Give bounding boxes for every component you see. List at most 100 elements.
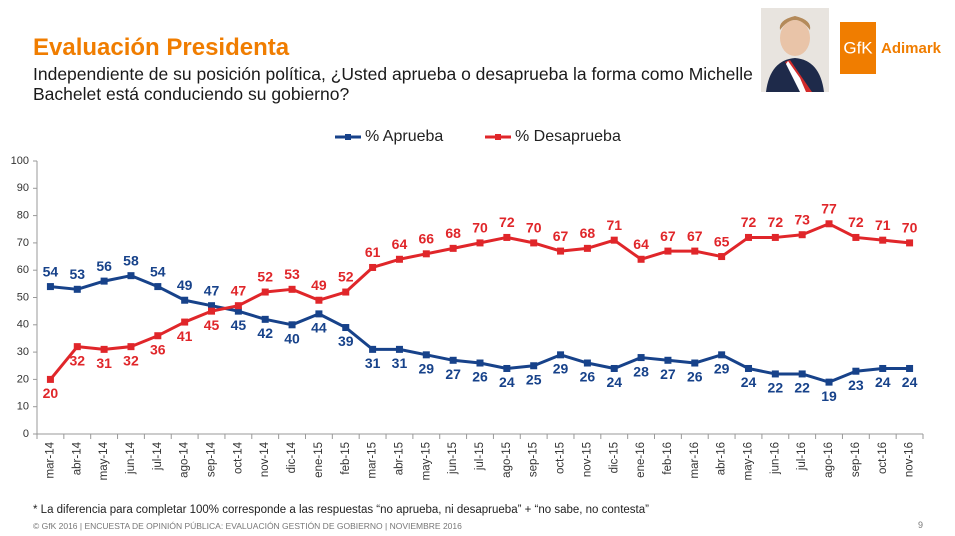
point-marker xyxy=(557,247,565,255)
data-label: 52 xyxy=(257,269,273,285)
point-marker xyxy=(825,378,833,386)
x-tick-label: dic-14 xyxy=(286,441,298,473)
data-label: 28 xyxy=(633,363,649,379)
chart-subtitle: Independiente de su posición política, ¿… xyxy=(33,64,753,104)
x-tick-label: mar-15 xyxy=(367,442,379,478)
data-label: 56 xyxy=(96,258,112,274)
y-tick-label: 90 xyxy=(17,182,29,194)
point-marker xyxy=(369,345,377,353)
logo-brand: GfK xyxy=(843,38,873,57)
point-marker xyxy=(422,351,430,359)
point-marker xyxy=(879,236,887,244)
data-label: 61 xyxy=(365,244,381,260)
point-marker xyxy=(798,370,806,378)
point-marker xyxy=(127,343,135,351)
point-marker xyxy=(208,302,216,310)
point-marker xyxy=(342,288,350,296)
data-label: 19 xyxy=(821,388,837,404)
point-marker xyxy=(691,247,699,255)
data-label: 49 xyxy=(311,277,327,293)
point-marker xyxy=(476,359,484,367)
point-marker xyxy=(181,318,189,326)
x-tick-label: feb-16 xyxy=(662,442,674,475)
y-tick-label: 60 xyxy=(17,264,29,276)
point-marker xyxy=(395,345,403,353)
point-marker xyxy=(879,364,887,372)
data-label: 26 xyxy=(687,369,703,385)
data-label: 42 xyxy=(257,325,273,341)
legend-marker xyxy=(495,134,501,140)
point-marker xyxy=(825,220,833,228)
point-marker xyxy=(46,283,54,291)
point-marker xyxy=(503,364,511,372)
data-label: 52 xyxy=(338,269,354,285)
point-marker xyxy=(288,321,296,329)
point-marker xyxy=(583,359,591,367)
x-tick-label: ago-15 xyxy=(501,442,513,478)
data-label: 27 xyxy=(445,366,461,382)
x-tick-label: ago-16 xyxy=(823,442,835,478)
data-label: 72 xyxy=(768,214,784,230)
x-tick-label: may-14 xyxy=(98,441,110,480)
data-label: 24 xyxy=(499,374,515,390)
x-tick-label: may-16 xyxy=(743,442,755,480)
logo: GfK Adimark xyxy=(840,22,942,74)
footnote: * La diferencia para completar 100% corr… xyxy=(33,504,649,516)
x-tick-label: abr-16 xyxy=(716,442,728,475)
point-marker xyxy=(476,239,484,247)
y-tick-label: 40 xyxy=(17,319,29,331)
x-tick-label: ago-14 xyxy=(179,441,191,477)
data-label: 70 xyxy=(526,220,542,236)
x-tick-label: sep-16 xyxy=(850,442,862,477)
logo-partner: Adimark xyxy=(881,40,942,57)
x-tick-label: ene-15 xyxy=(313,442,325,478)
point-marker xyxy=(342,324,350,332)
point-marker xyxy=(395,255,403,263)
point-marker xyxy=(771,370,779,378)
point-marker xyxy=(530,239,538,247)
data-label: 72 xyxy=(499,214,515,230)
data-label: 47 xyxy=(231,282,247,298)
page-number: 9 xyxy=(918,520,924,530)
x-tick-label: abr-14 xyxy=(71,441,83,475)
point-marker xyxy=(369,263,377,271)
point-marker xyxy=(234,302,242,310)
point-marker xyxy=(100,345,108,353)
point-marker xyxy=(315,296,323,304)
x-tick-label: sep-14 xyxy=(206,441,218,477)
point-marker xyxy=(637,354,645,362)
chart-title: Evaluación Presidenta xyxy=(33,34,290,61)
data-label: 24 xyxy=(741,374,757,390)
data-label: 29 xyxy=(553,361,569,377)
data-label: 20 xyxy=(43,385,59,401)
point-marker xyxy=(315,310,323,318)
data-label: 66 xyxy=(419,231,435,247)
point-marker xyxy=(530,362,538,370)
point-marker xyxy=(664,356,672,364)
legend-label: % Desaprueba xyxy=(515,128,621,145)
data-label: 64 xyxy=(392,236,408,252)
x-tick-label: nov-16 xyxy=(904,442,916,477)
data-label: 24 xyxy=(875,374,891,390)
x-tick-label: jun-15 xyxy=(447,442,459,475)
point-marker xyxy=(906,239,914,247)
portrait xyxy=(761,8,829,92)
point-marker xyxy=(46,375,54,383)
point-marker xyxy=(906,364,914,372)
data-label: 22 xyxy=(794,380,810,396)
data-label: 72 xyxy=(741,214,757,230)
data-label: 45 xyxy=(204,317,220,333)
data-label: 39 xyxy=(338,333,354,349)
point-marker xyxy=(664,247,672,255)
data-label: 22 xyxy=(768,380,784,396)
data-label: 29 xyxy=(419,361,435,377)
point-marker xyxy=(583,244,591,252)
data-label: 41 xyxy=(177,328,193,344)
data-label: 40 xyxy=(284,331,300,347)
point-marker xyxy=(744,364,752,372)
data-label: 26 xyxy=(580,369,596,385)
x-tick-label: oct-14 xyxy=(232,441,244,474)
data-label: 53 xyxy=(69,266,85,282)
